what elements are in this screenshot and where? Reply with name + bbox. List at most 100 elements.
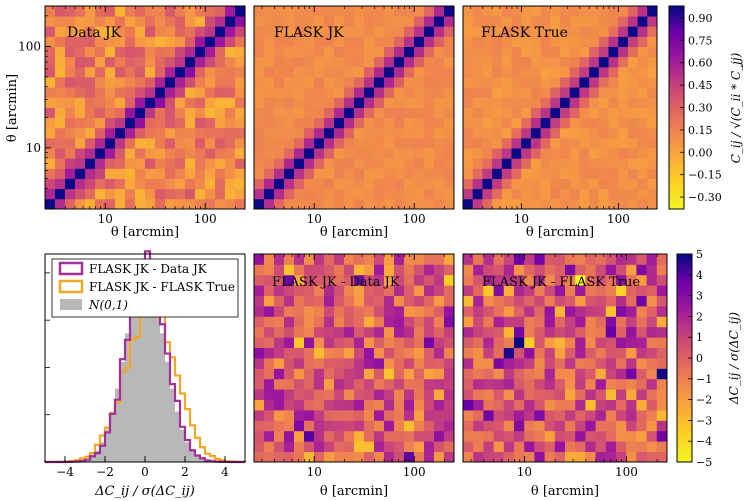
heatmap-cell	[414, 316, 425, 328]
heatmap-cell	[374, 337, 385, 348]
heatmap-cell	[135, 26, 146, 37]
heatmap-cell	[294, 188, 305, 200]
colorbar-segment	[669, 171, 684, 176]
heatmap-cell	[235, 127, 246, 139]
colorbar-tick-label: 4	[696, 269, 703, 282]
heatmap-cell	[45, 198, 56, 210]
heatmap-cell	[384, 254, 395, 265]
heatmap-cell	[284, 87, 295, 98]
heatmap-cell	[95, 16, 106, 27]
heatmap-cell	[294, 16, 305, 27]
heatmap-cell	[115, 188, 126, 200]
heatmap-cell	[75, 148, 86, 159]
heatmap-cell	[550, 87, 561, 98]
heatmap-cell	[414, 107, 425, 119]
heatmap-cell	[514, 378, 525, 390]
heatmap-cell	[560, 97, 571, 108]
heatmap-cell	[324, 16, 335, 27]
heatmap-cell	[521, 36, 532, 47]
heatmap-cell	[125, 188, 136, 200]
heatmap-cell	[115, 137, 126, 149]
heatmap-cell	[530, 56, 541, 68]
heatmap-cell	[550, 178, 561, 190]
heatmap-cell	[579, 26, 590, 37]
colorbar-segment	[677, 302, 692, 307]
heatmap-cell	[384, 168, 395, 179]
heatmap-cell	[264, 451, 275, 463]
heatmap-cell	[85, 137, 96, 149]
heatmap-cell	[354, 56, 365, 68]
heatmap-cell	[254, 274, 265, 286]
heatmap-cell	[354, 306, 365, 317]
colorbar-segment	[677, 306, 692, 310]
heatmap-cell	[627, 148, 638, 159]
heatmap-cell	[394, 36, 405, 47]
heatmap-cell	[598, 137, 609, 149]
heatmap-cell	[105, 148, 116, 159]
heatmap-cell	[463, 430, 474, 442]
heatmap-cell	[384, 158, 395, 169]
heatmap-cell	[384, 295, 395, 307]
heatmap-cell	[404, 326, 415, 338]
heatmap-cell	[626, 368, 637, 380]
heatmap-cell	[544, 451, 556, 463]
heatmap-cell	[608, 168, 619, 179]
heatmap-cell	[304, 326, 315, 338]
heatmap-cell	[463, 399, 474, 411]
colorbar-segment	[669, 185, 684, 190]
heatmap-cell	[530, 158, 541, 169]
heatmap-cell	[264, 358, 275, 369]
heatmap-cells	[254, 6, 455, 210]
heatmap-cell	[579, 137, 590, 149]
heatmap-cell	[501, 107, 512, 119]
heatmap-cell	[501, 26, 512, 37]
heatmap-cell	[560, 36, 571, 47]
heatmap-cell	[550, 148, 561, 159]
heatmap-cell	[294, 77, 305, 88]
heatmap-cell	[618, 127, 629, 139]
heatmap-cell	[254, 178, 265, 190]
heatmap-cell	[534, 264, 545, 276]
heatmap-cell	[598, 198, 609, 210]
heatmap-cell	[344, 399, 355, 411]
heatmap-cell	[463, 316, 474, 328]
heatmap-cell	[524, 295, 535, 307]
heatmap-cell	[616, 430, 627, 442]
heatmap-cell	[155, 66, 166, 78]
heatmap-cell	[75, 107, 86, 119]
heatmap-cell	[534, 254, 545, 265]
heatmap-cell	[569, 46, 580, 58]
colorbar-segment	[669, 16, 684, 21]
heatmap-cell	[364, 420, 375, 432]
heatmap-cell	[55, 198, 66, 210]
heatmap-cell	[85, 36, 96, 47]
heatmap-cell	[560, 148, 571, 159]
heatmap-cell	[636, 337, 647, 348]
heatmap-cell	[364, 178, 375, 190]
heatmap-cell	[637, 127, 648, 139]
heatmap-cell	[374, 326, 385, 338]
heatmap-cell	[394, 137, 405, 149]
heatmap-cell	[627, 56, 638, 68]
heatmap-cell	[424, 441, 435, 452]
heatmap-cell	[647, 198, 658, 210]
colorbar-segment	[677, 288, 692, 293]
colorbar-segment	[677, 267, 692, 272]
heatmap-cell	[540, 158, 551, 169]
heatmap-cell	[284, 137, 295, 149]
colorbar-segment	[669, 134, 684, 139]
heatmap-cell	[344, 127, 355, 139]
heatmap-cell	[195, 6, 206, 17]
heatmap-cell	[65, 107, 76, 119]
heatmap-cell	[540, 148, 551, 159]
heatmap-cell	[45, 46, 56, 58]
heatmap-cell	[521, 158, 532, 169]
heatmap-cell	[647, 16, 658, 27]
heatmap-cell	[550, 97, 561, 108]
heatmap-cell	[636, 389, 647, 400]
heatmap-cell	[364, 6, 375, 17]
heatmap-cell	[55, 107, 66, 119]
heatmap-cell	[424, 451, 435, 463]
heatmap-cell	[364, 389, 375, 400]
heatmap-cell	[394, 420, 405, 432]
